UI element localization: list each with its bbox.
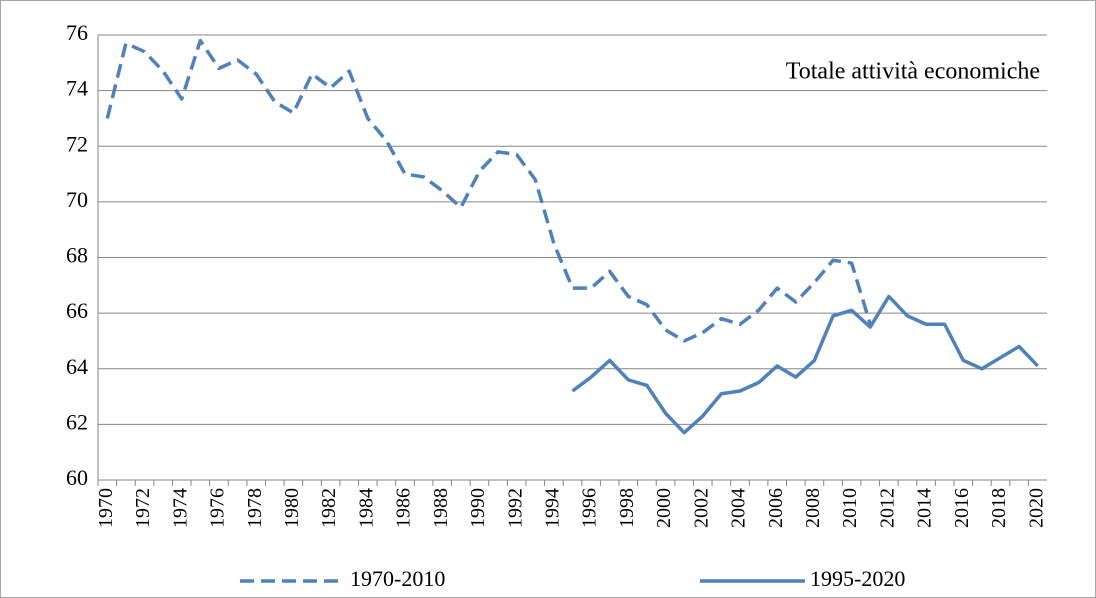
x-tick-label: 1982 (318, 488, 340, 528)
x-tick-label: 2018 (988, 488, 1010, 528)
annotation: Totale attività economiche (786, 59, 1040, 85)
x-tick-label: 1996 (579, 488, 601, 528)
x-tick-label: 1990 (467, 488, 489, 528)
y-tick-label: 72 (66, 131, 88, 156)
x-tick-label: 2000 (653, 488, 675, 528)
y-tick-label: 62 (66, 409, 88, 434)
legend-label: 1970-2010 (350, 566, 445, 591)
x-tick-label: 1984 (355, 488, 377, 528)
series-line (571, 294, 1039, 435)
x-tick-label: 1974 (169, 488, 191, 528)
y-tick-label: 68 (66, 243, 88, 268)
x-tick-label: 2008 (802, 488, 824, 528)
series-line (105, 38, 872, 343)
x-tick-label: 1980 (281, 488, 303, 528)
x-tick-label: 2016 (951, 488, 973, 528)
x-tick-label: 2006 (765, 488, 787, 528)
x-tick-label: 1988 (430, 488, 452, 528)
x-tick-label: 2004 (728, 488, 750, 528)
y-tick-label: 70 (66, 187, 88, 212)
y-tick-label: 60 (66, 465, 88, 490)
x-tick-label: 2002 (690, 488, 712, 528)
x-tick-label: 1986 (393, 488, 415, 528)
y-tick-label: 74 (66, 76, 88, 101)
x-tick-label: 1994 (541, 488, 563, 528)
x-tick-label: 1976 (207, 488, 229, 528)
x-tick-label: 1978 (244, 488, 266, 528)
x-tick-label: 2010 (839, 488, 861, 528)
y-tick-label: 66 (66, 298, 88, 323)
legend-label: 1995-2020 (810, 566, 905, 591)
x-tick-label: 1992 (504, 488, 526, 528)
x-tick-label: 1998 (616, 488, 638, 528)
x-tick-label: 1972 (132, 488, 154, 528)
x-tick-label: 2014 (914, 488, 936, 528)
y-tick-label: 64 (66, 354, 88, 379)
x-tick-label: 2020 (1025, 488, 1047, 528)
x-tick-label: 1970 (95, 488, 117, 528)
x-tick-label: 2012 (876, 488, 898, 528)
y-tick-label: 76 (66, 20, 88, 45)
